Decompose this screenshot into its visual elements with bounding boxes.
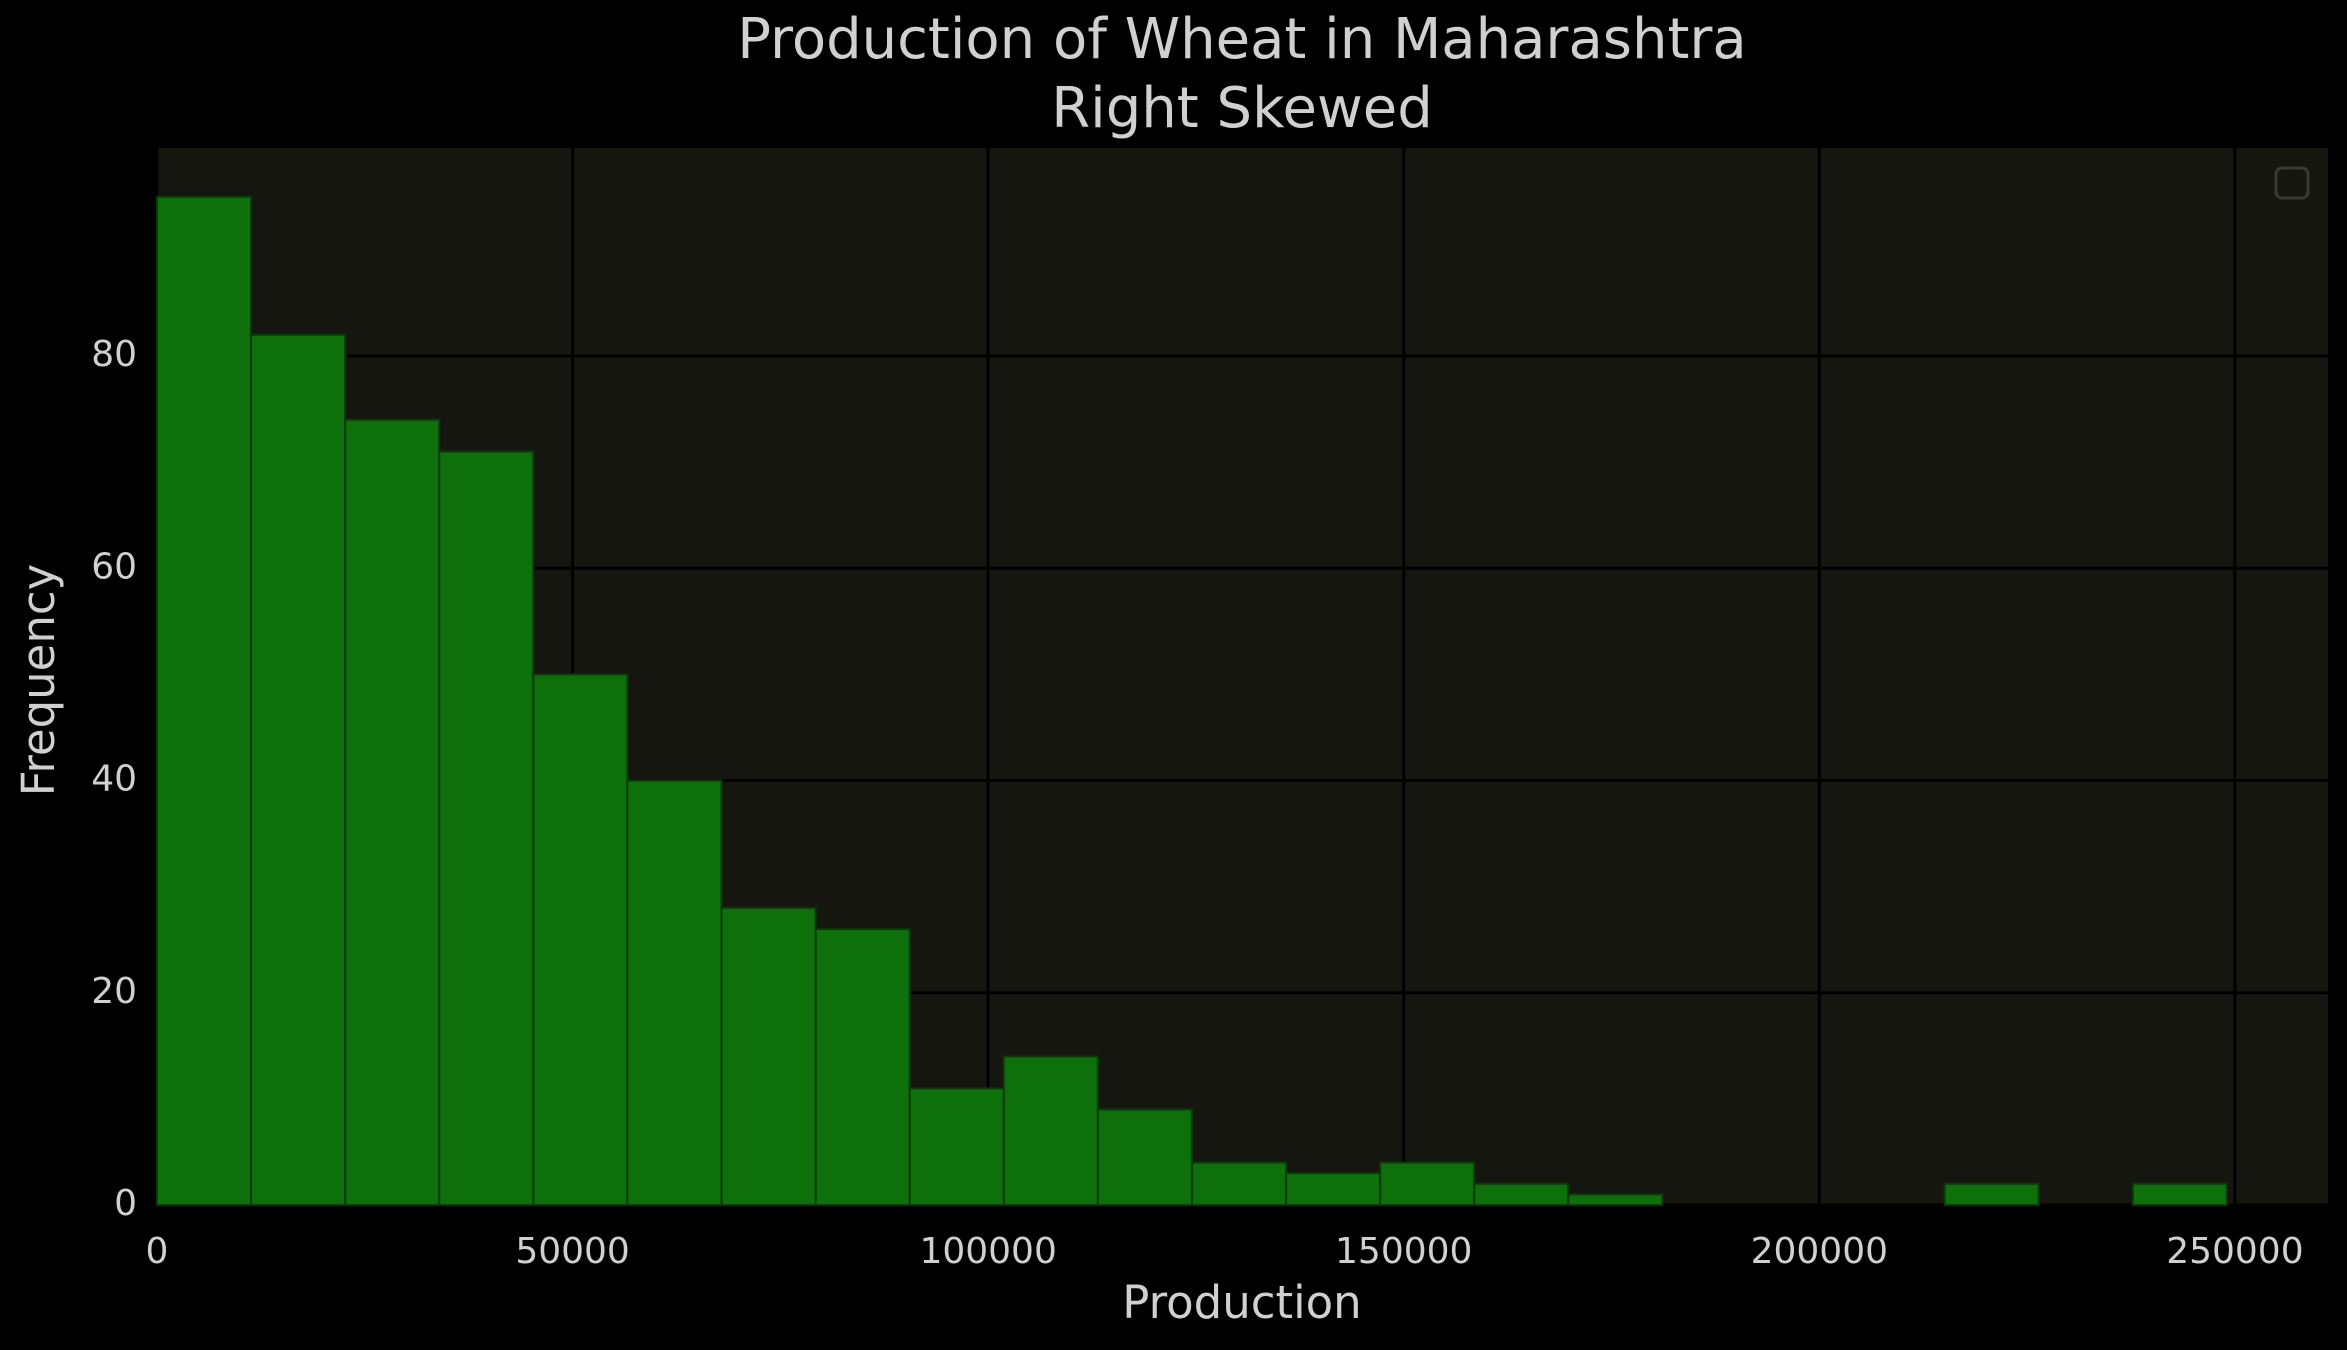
legend-box [2274,166,2310,200]
bar [814,928,911,1206]
x-axis-label: Production [1122,1276,1361,1329]
bar [2131,1182,2228,1207]
bar [1096,1108,1193,1206]
x-tick-label: 200000 [1751,1231,1888,1272]
y-tick-label: 80 [91,334,137,375]
bar [532,673,629,1206]
x-tick-label: 50000 [515,1231,630,1272]
x-tick-label: 0 [146,1231,169,1272]
bars [156,195,2228,1207]
bar [1567,1193,1664,1207]
bar [1943,1182,2040,1207]
chart-subtitle: Right Skewed [1051,76,1433,141]
y-tick-label: 40 [91,759,137,800]
chart-title: Production of Wheat in Maharashtra [737,7,1747,72]
y-tick-label: 0 [114,1183,137,1224]
bar [908,1087,1005,1207]
bar [1285,1172,1382,1206]
y-axis-label: Frequency [12,564,65,796]
bar [1379,1161,1476,1206]
bar [720,906,817,1206]
x-tick-label: 100000 [919,1231,1056,1272]
bar [626,779,723,1206]
y-tick-label: 20 [91,971,137,1012]
y-tick-label: 60 [91,546,137,587]
bar [250,333,347,1206]
bar [344,418,441,1206]
x-tick-label: 250000 [2166,1231,2303,1272]
bar [438,450,535,1206]
bar [156,195,253,1207]
x-tick-label: 150000 [1335,1231,1472,1272]
bar [1002,1055,1099,1206]
bar [1190,1161,1288,1206]
bar [1473,1182,1570,1207]
